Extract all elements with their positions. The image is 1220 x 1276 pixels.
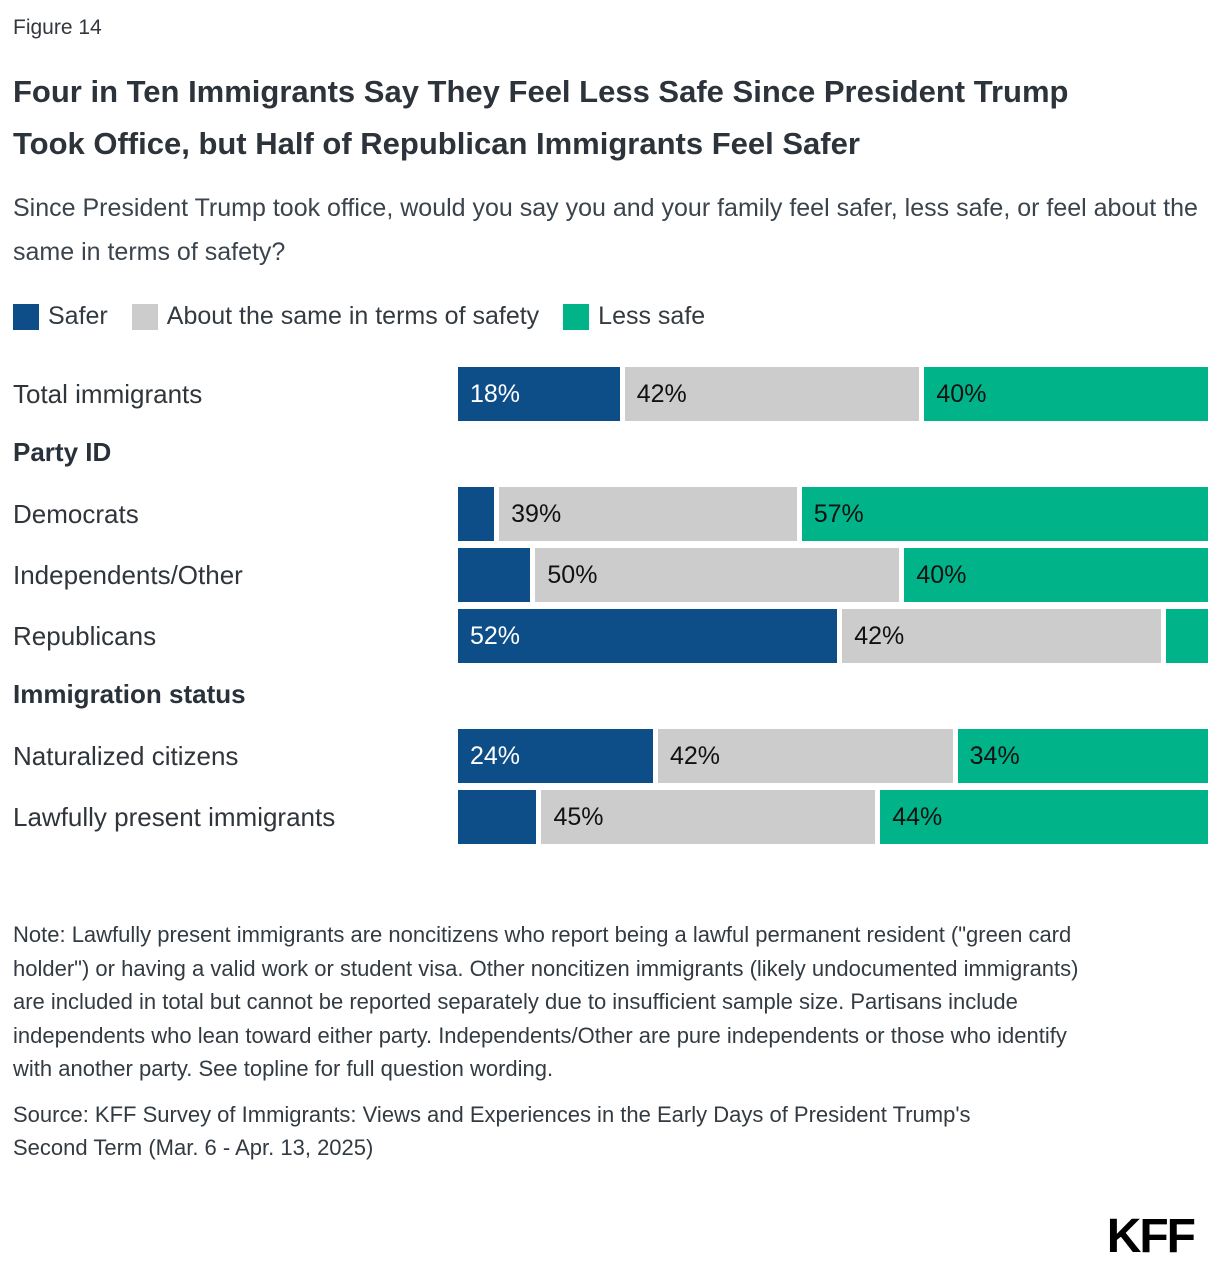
chart-row-lawfully-present-immigrants: Lawfully present immigrants 45% 44% xyxy=(13,790,1209,844)
legend-swatch-less-safe xyxy=(563,303,590,330)
bar-value-label: 34% xyxy=(969,741,1020,770)
bar-value-label: 24% xyxy=(470,741,521,770)
bar-value-label: 52% xyxy=(470,621,521,650)
legend: Safer About the same in terms of safety … xyxy=(13,302,1206,331)
stacked-bar: 24% 42% 34% xyxy=(458,729,1208,783)
row-label: Total immigrants xyxy=(13,378,203,409)
footnote: Note: Lawfully present immigrants are no… xyxy=(13,922,1079,1081)
bar-segment-less-safe: 40% xyxy=(904,548,1208,602)
bar-segment-safer xyxy=(458,548,531,602)
bar-value-label: 18% xyxy=(470,379,521,408)
section-header-party-id: Party ID xyxy=(13,437,112,467)
bar-segment-less-safe: 57% xyxy=(801,487,1209,541)
bar-value-label: 40% xyxy=(916,560,967,589)
bar-value-label: 42% xyxy=(669,741,721,770)
bar-segment-safer xyxy=(458,487,495,541)
legend-label: Safer xyxy=(48,302,108,330)
stacked-bar: 39% 57% xyxy=(458,487,1209,541)
row-label: Independents/Other xyxy=(13,559,243,590)
chart-subtitle: Since President Trump took office, would… xyxy=(13,194,1198,266)
bar-value-label: 40% xyxy=(936,379,987,408)
chart-row-independents-other: Independents/Other 50% 40% xyxy=(13,548,1209,602)
chart-row-total-immigrants: Total immigrants 18% 42% 40% xyxy=(13,367,1209,421)
legend-item-safer: Safer xyxy=(13,302,108,331)
bar-value-label: 42% xyxy=(636,379,687,408)
bar-segment-safer: 18% xyxy=(458,367,620,421)
bar-segment-less-safe xyxy=(1165,609,1208,663)
row-label: Lawfully present immigrants xyxy=(13,801,336,832)
bar-segment-safer xyxy=(458,790,537,844)
bar-segment-same: 39% xyxy=(499,487,797,541)
bar-segment-less-safe: 34% xyxy=(957,729,1208,783)
legend-item-less-safe: Less safe xyxy=(563,302,705,331)
legend-swatch-same xyxy=(131,303,158,330)
bar-segment-less-safe: 44% xyxy=(880,790,1209,844)
chart-row-naturalized-citizens: Naturalized citizens 24% 42% 34% xyxy=(13,729,1209,783)
section-header-immigration-status: Immigration status xyxy=(13,679,246,709)
bar-segment-same: 42% xyxy=(657,729,953,783)
bar-segment-same: 50% xyxy=(535,548,900,602)
row-label: Republicans xyxy=(13,620,157,651)
stacked-bar: 50% 40% xyxy=(458,548,1208,602)
figure-page: Figure 14 Four in Ten Immigrants Say The… xyxy=(13,16,1209,1160)
stacked-bar: 18% 42% 40% xyxy=(458,367,1208,421)
source-line: Source: KFF Survey of Immigrants: Views … xyxy=(13,1101,971,1160)
bar-segment-same: 42% xyxy=(842,609,1161,663)
bar-value-label: 50% xyxy=(547,560,598,589)
stacked-bar: 45% 44% xyxy=(458,790,1209,844)
row-label: Democrats xyxy=(13,498,139,529)
bar-segment-same: 42% xyxy=(624,367,920,421)
bar-segment-same: 45% xyxy=(541,790,876,844)
bar-segment-safer: 52% xyxy=(458,609,838,663)
legend-label: Less safe xyxy=(598,302,706,330)
figure-label: Figure 14 xyxy=(13,16,102,39)
legend-swatch-safer xyxy=(13,303,39,330)
legend-label: About the same in terms of safety xyxy=(166,302,540,330)
bar-value-label: 57% xyxy=(813,499,864,528)
bar-segment-safer: 24% xyxy=(458,729,653,783)
legend-item-same: About the same in terms of safety xyxy=(131,302,540,331)
bar-value-label: 45% xyxy=(553,802,604,831)
row-label: Naturalized citizens xyxy=(13,740,239,771)
bar-value-label: 42% xyxy=(854,621,905,650)
chart-row-republicans: Republicans 52% 42% xyxy=(13,609,1209,663)
chart-row-democrats: Democrats 39% 57% xyxy=(13,487,1209,541)
kff-logo: KFF xyxy=(1106,1210,1196,1263)
bar-value-label: 39% xyxy=(511,499,562,528)
chart-title: Four in Ten Immigrants Say They Feel Les… xyxy=(13,74,1069,161)
stacked-bar: 52% 42% xyxy=(458,609,1208,663)
stacked-bar-chart: Total immigrants 18% 42% 40% Party ID De… xyxy=(13,367,1209,844)
bar-value-label: 44% xyxy=(892,802,943,831)
bar-segment-less-safe: 40% xyxy=(924,367,1208,421)
